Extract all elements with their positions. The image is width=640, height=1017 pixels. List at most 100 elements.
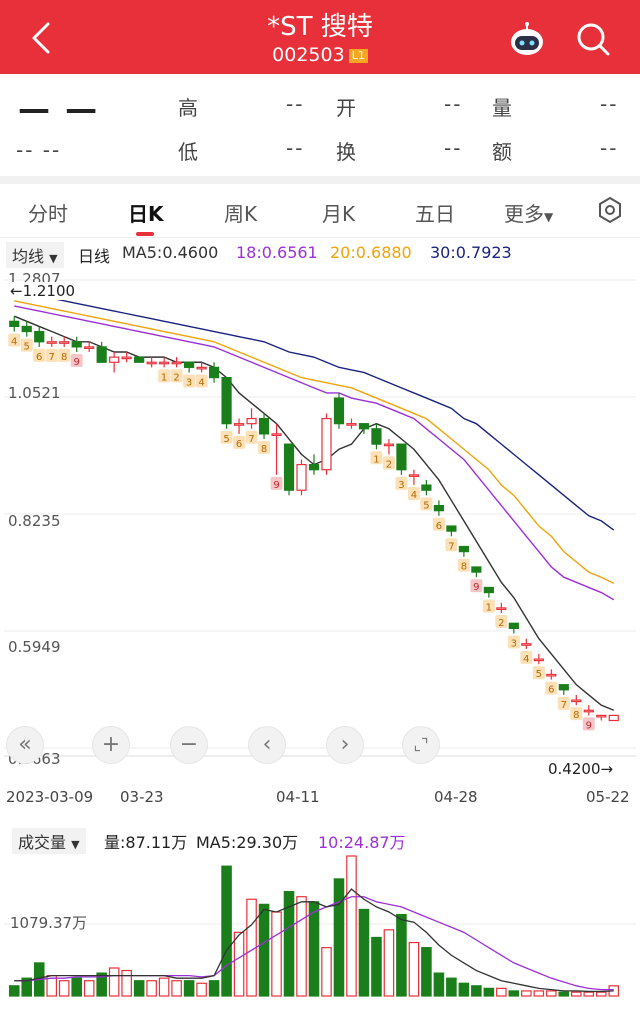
date-axis-label: 03-23 [120,788,164,806]
candle-body [184,361,195,368]
zoom-out-all-button[interactable]: « [6,726,44,764]
high-price-marker: ←1.2100 [10,282,76,300]
td-marker-box [158,369,171,383]
td-marker-number: 5 [536,669,542,680]
settings-icon[interactable] [596,196,624,224]
candle-body [159,361,170,365]
candle-body [408,474,420,477]
volume-bar [595,991,607,997]
candle-body [458,545,469,553]
td-marker-box [395,476,408,490]
volume-bar [196,982,207,997]
volume-bar [433,972,445,997]
candle-body [608,714,619,722]
tab-weekly-k[interactable]: 周K [224,202,258,226]
low-price-marker: 0.4200→ [548,760,614,778]
tab-five-day[interactable]: 五日 [415,202,455,226]
turnover-label: 换 [336,140,356,164]
td-marker-box [233,435,246,449]
open-label: 开 [336,96,356,120]
candle-body [84,346,95,349]
candle-body [596,714,607,718]
ma5-value: MA5:0.4600 [122,243,219,262]
candle-body [283,443,295,491]
high-label: 高 [178,96,198,120]
volume-ma5: MA5:29.30万 [196,833,299,852]
candle-body [258,417,270,435]
td-marker-box [520,650,533,664]
td-marker-box [8,333,21,347]
volume-legend: 成交量 ▼ 量:87.11万 MA5:29.30万 10:24.87万 [0,826,640,854]
candle-body [483,586,494,594]
zoom-in-button[interactable]: + [92,726,130,764]
fullscreen-button[interactable]: ⌞⌝ [402,726,440,764]
volume-chart[interactable] [0,850,640,1000]
candle-body [296,464,307,491]
ma18-value: 18:0.6561 [236,243,318,262]
td-marker-number: 9 [473,582,479,593]
td-marker-number: 7 [49,352,55,363]
tab-more-label: 更多 [504,202,544,226]
candle-body [171,361,182,365]
candle-body [196,366,207,370]
volume-bar [221,865,232,997]
search-icon[interactable] [574,20,612,58]
td-marker-number: 2 [498,618,504,629]
stock-code: 002503 [272,44,345,66]
tab-daily-k[interactable]: 日K [128,202,164,226]
td-marker-number: 9 [586,720,592,731]
candle-body [346,423,357,426]
candle-body [308,464,320,471]
scroll-right-button[interactable]: › [326,726,364,764]
td-marker-box [270,476,283,490]
date-axis-label: 05-22 [586,788,630,806]
candle-body [109,356,120,363]
td-marker-box [370,451,383,465]
robot-assistant-icon[interactable] [508,20,546,58]
td-marker-number: 1 [373,454,379,465]
volume-bar [508,990,520,997]
candle-body [571,699,582,703]
td-marker-number: 8 [261,444,267,455]
low-value: -- [286,136,305,160]
td-marker-box [70,354,83,368]
td-marker-box [445,538,458,552]
td-marker-box [557,696,570,710]
candle-body [146,361,157,365]
back-arrow-icon[interactable] [22,18,62,58]
volume-bar [83,980,95,997]
indicator-selector[interactable]: 均线 ▼ [6,242,64,268]
td-marker-box [195,374,208,388]
volume-bar [583,991,595,997]
indicator-selector-label: 均线 [12,247,45,266]
candle-body [433,504,444,512]
volume-bar [408,941,420,997]
volume-bar [158,977,170,997]
candle-body [9,320,20,328]
volume-indicator-selector[interactable]: 成交量 ▼ [12,828,86,854]
ma-legend: 均线 ▼ 日线 MA5:0.4600 18:0.6561 20:0.6880 3… [0,240,640,268]
tab-more[interactable]: 更多▼ [504,198,553,227]
candle-body [221,377,232,425]
tab-intraday[interactable]: 分时 [28,202,68,226]
volume-bar [321,947,332,997]
td-marker-box [482,599,495,613]
tab-monthly-k[interactable]: 月K [322,202,356,226]
zoom-out-button[interactable]: − [170,726,208,764]
td-marker-number: 6 [236,439,242,450]
ma20-value: 20:0.6880 [330,243,412,262]
volume-bar [296,896,307,997]
volume-bar [258,903,270,997]
active-tab-indicator [136,232,154,236]
candle-body [59,341,70,344]
scroll-left-button[interactable]: ‹ [248,726,286,764]
candle-body [496,607,507,611]
volume-value: -- [600,92,619,116]
volume-bar [496,987,507,997]
amount-value: -- [600,136,619,160]
volume-bar [121,969,132,997]
td-marker-number: 1 [161,372,167,383]
volume-bar [546,990,557,997]
candle-body [546,673,557,677]
